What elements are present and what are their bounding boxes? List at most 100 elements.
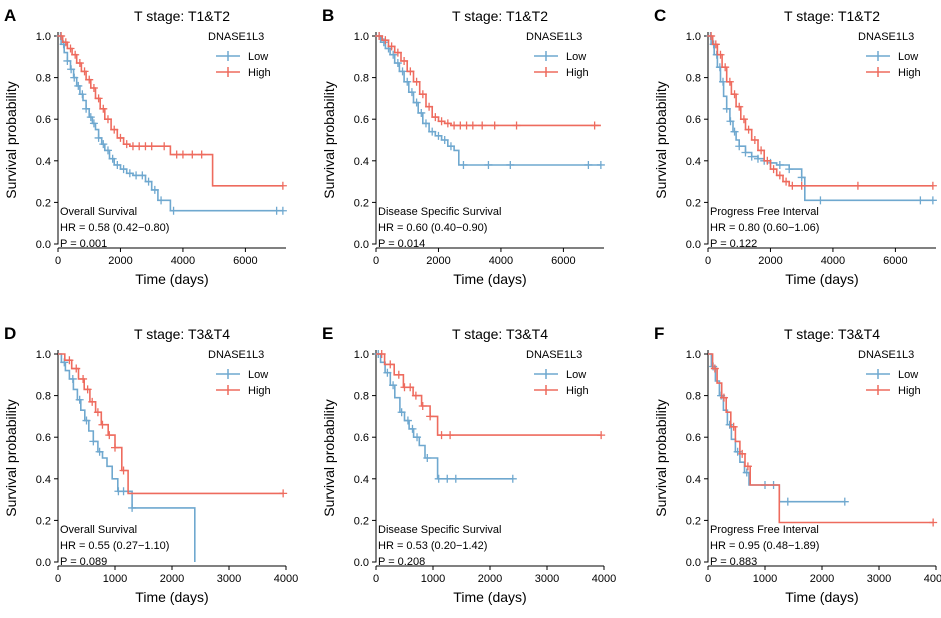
x-tick-label: 1000 [421,573,445,585]
censor-mark [738,449,747,458]
stats-line: Overall Survival [60,524,137,536]
stats-line: P = 0.001 [60,238,107,250]
censor-mark [584,160,593,169]
y-tick-label: 0.8 [36,391,51,403]
legend-title: DNASE1L3 [858,31,914,43]
censor-mark [85,75,94,84]
y-axis-label: Survival probability [321,399,337,517]
censor-mark [99,140,108,149]
censor-mark [719,393,728,402]
censor-mark [451,474,460,483]
panel-letter: F [654,324,664,343]
x-tick-label: 2000 [478,573,502,585]
censor-mark [853,181,862,190]
y-tick-label: 1.0 [354,31,369,43]
panel-d: D T stage: T3&T4 0.0 0.2 0.4 0.6 0.8 1.0 0 1000 20… [3,324,298,605]
y-tick-label: 0.4 [354,474,369,486]
censor-mark [797,173,806,182]
stats-line: HR = 0.55 (0.27−1.10) [60,540,169,552]
y-axis-label: Survival probability [653,399,669,517]
km-curve-low [376,353,513,480]
censor-mark [443,119,452,128]
x-tick-label: 6000 [883,255,907,267]
y-tick-label: 0.6 [686,114,701,126]
panel-f: F T stage: T3&T4 0.0 0.2 0.4 0.6 0.8 1.0 0 1000 20… [653,324,941,605]
censor-mark [71,50,80,59]
censor-mark [89,84,98,92]
censor-mark [596,160,605,169]
censor-mark [387,42,396,51]
censor-mark [757,146,766,155]
panel-c: C T stage: T1&T2 0.0 0.2 0.4 0.6 0.8 1.0 0 2000 40… [653,6,937,287]
x-tick-label: 4000 [592,573,616,585]
y-tick-label: 0.4 [36,474,51,486]
censor-mark [406,383,415,392]
censor-mark [74,81,83,90]
censor-mark [80,67,89,76]
censor-mark [110,125,119,134]
censor-mark [763,156,772,165]
y-tick-label: 0.0 [36,239,51,251]
x-tick-label: 0 [373,255,379,267]
x-axis-label: Time (days) [785,589,858,605]
series-low [375,32,605,169]
x-axis-label: Time (days) [785,271,858,287]
y-tick-label: 0.0 [686,557,701,569]
censor-mark [597,431,606,440]
y-tick-label: 0.8 [354,391,369,403]
km-curve-high [708,35,933,187]
series-high [57,32,287,190]
stats-line: HR = 0.95 (0.48−1.89) [710,540,819,552]
censor-mark [434,131,443,140]
stats-line: HR = 0.58 (0.42−0.80) [60,222,169,234]
censor-mark [406,67,415,76]
x-tick-label: 1000 [103,573,127,585]
legend-label-low: Low [248,369,268,381]
censor-mark [197,150,206,159]
censor-mark [78,90,87,99]
km-curve-high [376,35,601,127]
censor-mark [394,370,403,379]
stats-line: HR = 0.60 (0.40−0.90) [378,222,487,234]
censor-mark [83,385,92,394]
y-tick-label: 1.0 [686,31,701,43]
censor-mark [484,160,493,169]
censor-mark [111,443,119,452]
censor-mark [707,32,716,40]
panel-b: B T stage: T1&T2 0.0 0.2 0.4 0.6 0.8 1.0 0 2000 40… [321,6,605,287]
legend-label-low: Low [898,369,918,381]
panel-letter: E [322,324,333,343]
stats-block: Overall Survival HR = 0.58 (0.42−0.80) P =… [60,206,169,250]
censor-mark [98,420,107,429]
censor-mark [157,196,166,205]
series-low [708,353,849,506]
stats-line: Overall Survival [60,206,137,218]
x-tick-label: 3000 [535,573,559,585]
y-tick-label: 0.8 [686,73,701,85]
censor-mark [412,77,421,86]
censor-mark [840,497,849,506]
censor-mark [446,142,455,151]
censor-mark [178,150,187,159]
censor-mark [916,196,925,205]
censor-mark [716,50,725,59]
stats-block: Progress Free Interval HR = 0.95 (0.48−1.… [710,524,819,568]
chart-title: T stage: T3&T4 [134,326,230,342]
x-tick-label: 2000 [758,255,782,267]
censor-mark [788,181,797,190]
censor-mark [119,466,128,475]
y-tick-label: 1.0 [36,31,51,43]
censor-mark [468,121,477,130]
censor-mark [150,185,159,194]
x-tick-label: 3000 [867,573,891,585]
censor-mark [411,391,420,400]
x-tick-label: 2000 [426,255,450,267]
y-tick-label: 0.8 [686,391,701,403]
censor-mark [437,431,446,440]
censor-mark [783,497,792,506]
y-tick-label: 0.2 [354,515,369,527]
censor-mark [75,395,84,404]
censor-mark [188,150,197,159]
stats-line: P = 0.014 [378,238,425,250]
